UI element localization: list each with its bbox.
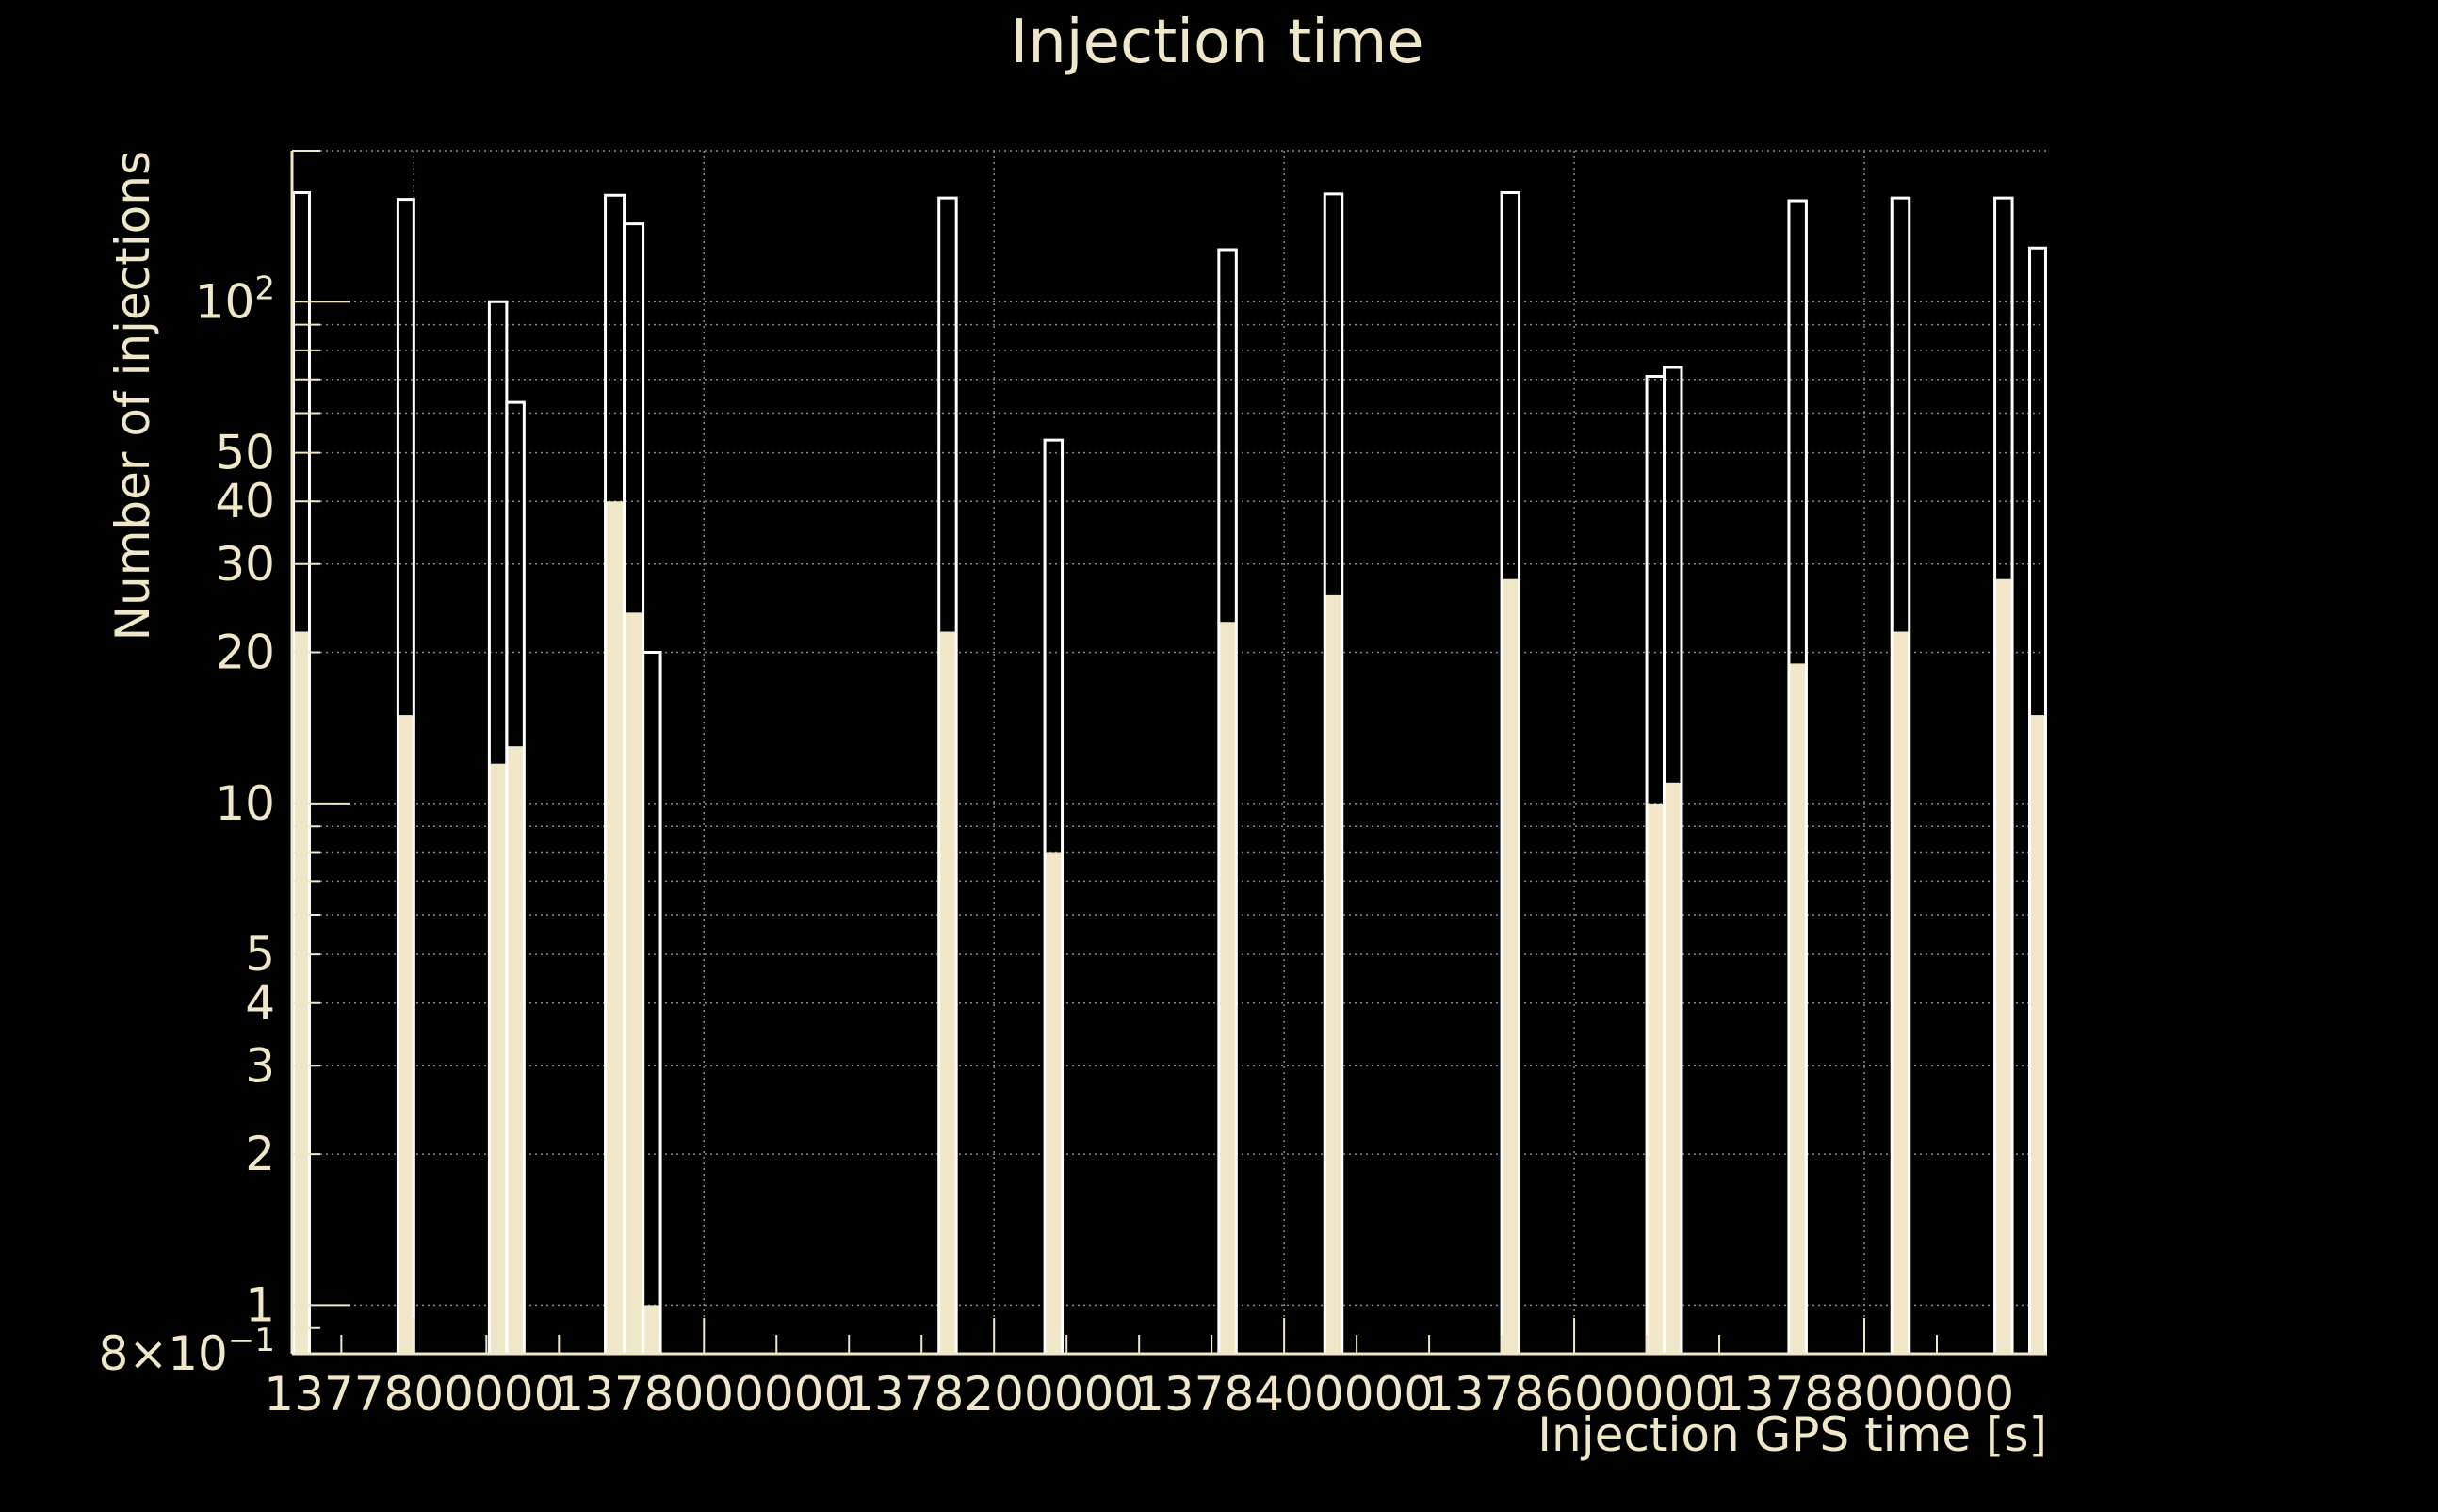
y-tick-exponent: −1	[228, 1322, 275, 1359]
filled-bar	[1892, 631, 1910, 1354]
y-tick-exponent: 2	[254, 269, 275, 307]
y-tick-label: 5	[245, 927, 275, 982]
filled-series	[293, 501, 2046, 1354]
outline-bar	[1787, 199, 1808, 1354]
x-tick-label: 1378600000	[1424, 1367, 1724, 1422]
outline-bar	[1217, 248, 1238, 1354]
y-tick-label: 4	[245, 976, 275, 1031]
y-tick-label: 1	[245, 1277, 275, 1332]
outline-bar	[1500, 190, 1521, 1354]
outline-bar	[292, 190, 311, 1354]
y-tick-label: 3	[245, 1038, 275, 1093]
y-tick-label: 50	[215, 426, 275, 480]
y-tick-label: 20	[215, 626, 275, 680]
filled-bar	[398, 715, 414, 1354]
x-axis-label: Injection GPS time [s]	[1537, 1407, 2047, 1462]
filled-bar	[1325, 594, 1342, 1354]
outline-bar	[505, 400, 526, 1354]
y-tick-label: 40	[215, 474, 275, 528]
outline-bar	[1890, 196, 1911, 1354]
x-tick-label: 1378400000	[1134, 1367, 1434, 1422]
filled-bar	[1502, 578, 1520, 1354]
filled-bar	[489, 763, 507, 1354]
y-tick-label: 30	[215, 537, 275, 592]
filled-bar	[2029, 715, 2046, 1354]
filled-bar	[605, 501, 625, 1354]
x-tick-label: 1378800000	[1715, 1367, 2014, 1422]
axes	[290, 150, 2047, 1356]
outline-bar	[937, 196, 958, 1354]
outline-bar	[1043, 438, 1065, 1354]
filled-bar	[938, 631, 957, 1354]
outline-bar	[1993, 196, 2014, 1354]
x-tick-label: 1378000000	[554, 1367, 853, 1422]
outline-bar	[2028, 246, 2047, 1354]
outline-bar	[396, 198, 415, 1354]
filled-bar	[1647, 803, 1665, 1354]
filled-bar	[1994, 578, 2013, 1354]
x-tick-label: 1378200000	[844, 1367, 1144, 1422]
chart-title: Injection time	[1010, 8, 1423, 77]
filled-bar	[1788, 663, 1807, 1354]
x-tick-labels: 1377800000137800000013782000001378400000…	[264, 1367, 2014, 1422]
filled-bar	[293, 631, 310, 1354]
filled-bar	[506, 746, 525, 1354]
y-tick-label: 10	[215, 776, 275, 831]
grid-lines	[292, 150, 2047, 1354]
filled-bar	[642, 1305, 661, 1354]
outline-series	[292, 190, 2047, 1354]
y-tick-label: 2	[245, 1127, 275, 1181]
filled-bar	[624, 612, 643, 1354]
y-axis-label: Number of injections	[106, 151, 160, 641]
outline-bar	[642, 651, 662, 1354]
filled-bar	[1218, 622, 1237, 1354]
filled-bar	[1664, 782, 1682, 1354]
outline-bar	[1323, 192, 1344, 1354]
outline-bar	[1663, 366, 1683, 1354]
x-tick-label: 1377800000	[264, 1367, 563, 1422]
filled-bar	[1045, 852, 1063, 1354]
